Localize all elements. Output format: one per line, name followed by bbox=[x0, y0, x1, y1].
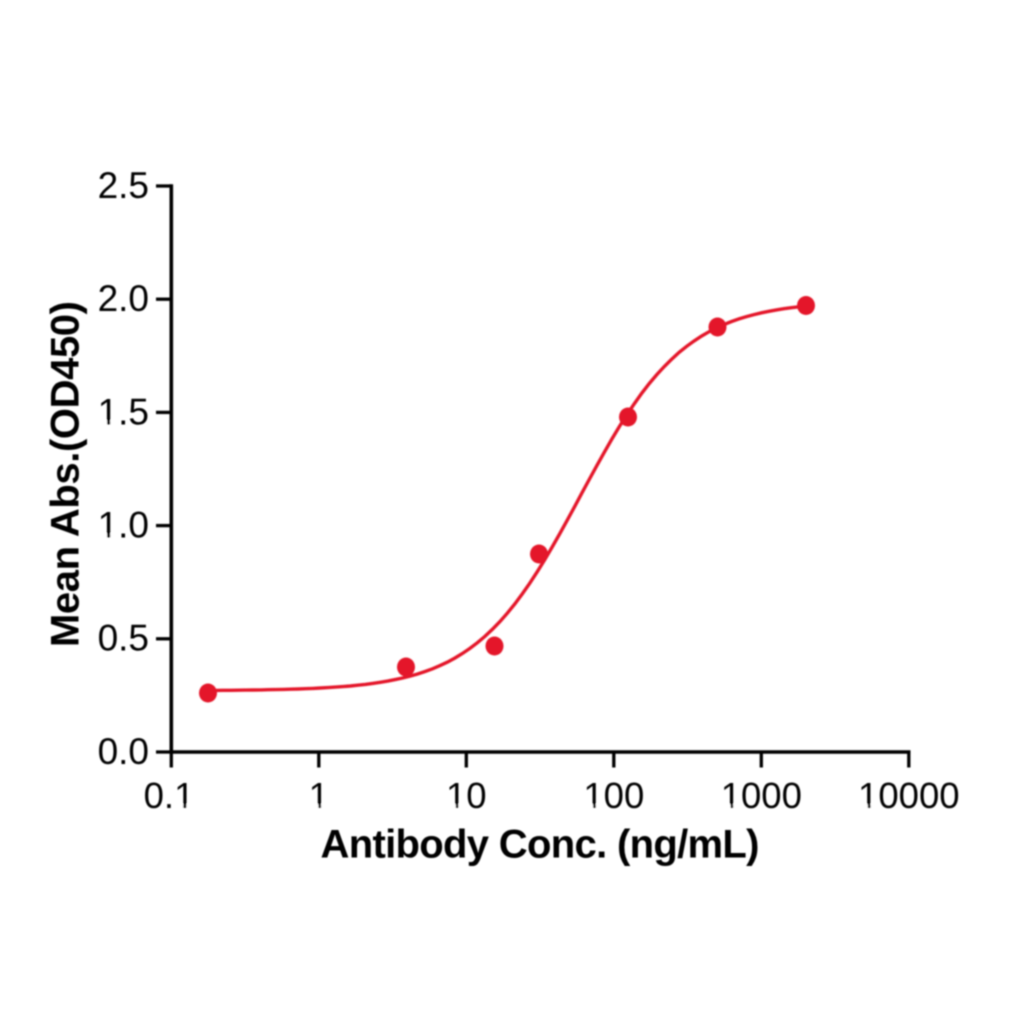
svg-text:10000: 10000 bbox=[858, 775, 960, 816]
svg-text:Mean Abs.(OD450): Mean Abs.(OD450) bbox=[44, 301, 88, 647]
svg-text:10: 10 bbox=[446, 775, 487, 816]
svg-text:1.5: 1.5 bbox=[98, 391, 149, 432]
svg-text:0.0: 0.0 bbox=[98, 731, 149, 772]
svg-text:1.0: 1.0 bbox=[98, 505, 149, 546]
svg-text:0.1: 0.1 bbox=[144, 775, 195, 816]
svg-text:Antibody Conc. (ng/mL): Antibody Conc. (ng/mL) bbox=[321, 823, 760, 867]
svg-text:1000: 1000 bbox=[721, 775, 802, 816]
svg-text:0.5: 0.5 bbox=[98, 618, 149, 659]
svg-text:1: 1 bbox=[309, 775, 329, 816]
svg-text:2.0: 2.0 bbox=[98, 278, 149, 319]
svg-text:2.5: 2.5 bbox=[98, 165, 149, 206]
svg-text:100: 100 bbox=[583, 775, 644, 816]
